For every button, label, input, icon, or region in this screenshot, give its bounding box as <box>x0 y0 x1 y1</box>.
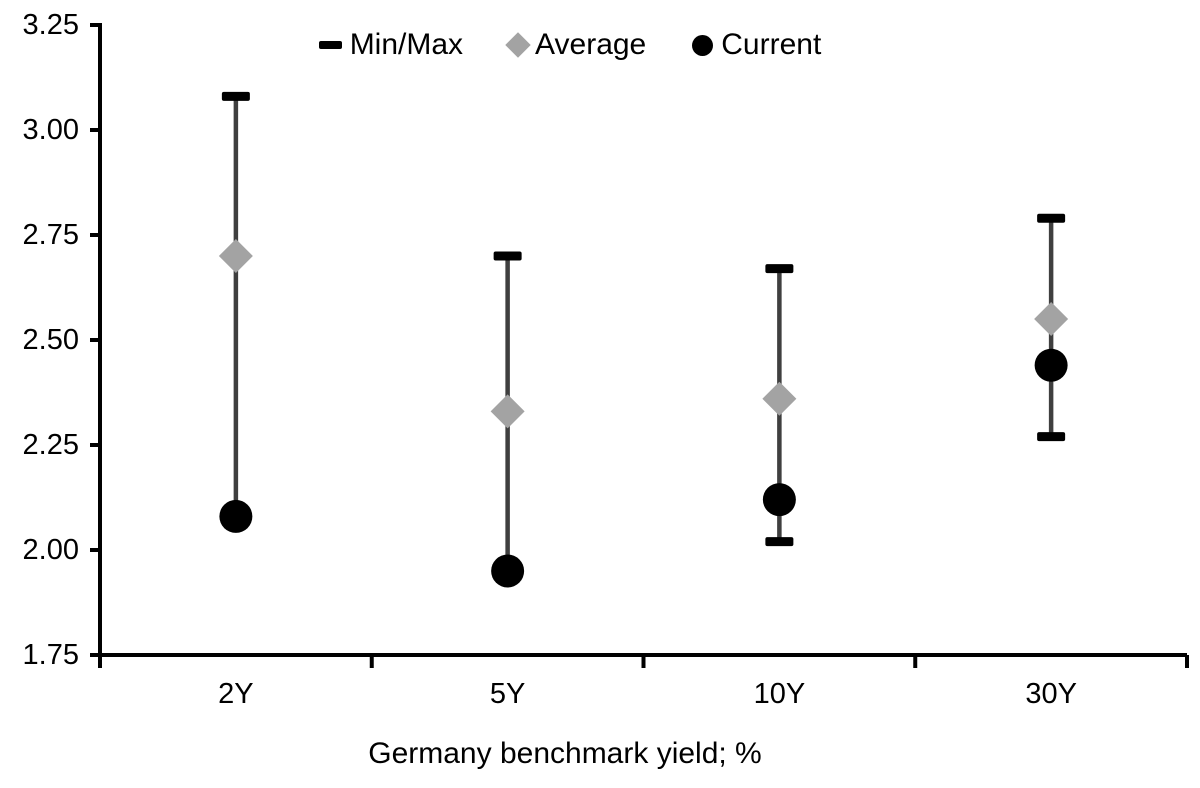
legend-label-minmax: Min/Max <box>349 28 464 61</box>
legend-label-current: Current <box>721 28 822 61</box>
current-marker-10Y <box>762 483 796 517</box>
max-cap-2Y <box>221 91 250 101</box>
max-cap-30Y <box>1037 213 1066 223</box>
x-axis-title: Germany benchmark yield; % <box>368 737 762 770</box>
x-category-label-2Y: 2Y <box>218 678 253 710</box>
y-tick-label: 2.00 <box>23 534 79 566</box>
legend-item-average: Average <box>505 28 647 61</box>
average-marker-30Y <box>1034 302 1069 336</box>
y-tick-label: 2.75 <box>23 219 79 251</box>
average-marker-2Y <box>218 239 253 273</box>
average-marker-5Y <box>490 394 525 429</box>
current-marker-30Y <box>1034 348 1068 382</box>
min-cap-10Y <box>765 537 794 547</box>
current-circle-icon <box>692 34 714 56</box>
max-cap-10Y <box>765 264 794 274</box>
min-cap-30Y <box>1037 432 1066 442</box>
legend-label-average: Average <box>535 28 647 61</box>
current-marker-5Y <box>491 554 525 588</box>
legend-item-minmax: Min/Max <box>318 28 464 61</box>
minmax-dash-icon <box>318 41 342 49</box>
y-tick-label: 2.50 <box>23 324 79 356</box>
legend-item-current: Current <box>692 30 821 60</box>
x-category-label-10Y: 10Y <box>754 678 806 710</box>
x-category-label-30Y: 30Y <box>1025 678 1077 710</box>
current-marker-2Y <box>219 499 253 533</box>
y-tick-label: 3.00 <box>23 114 79 146</box>
y-tick-label: 1.75 <box>23 639 79 671</box>
y-tick-label: 2.25 <box>23 429 79 461</box>
average-marker-10Y <box>762 381 797 416</box>
y-tick-label: 3.25 <box>23 9 79 41</box>
chart-legend: Min/Max Average Current <box>0 30 1140 60</box>
max-cap-5Y <box>493 251 522 261</box>
x-category-label-5Y: 5Y <box>490 678 525 710</box>
